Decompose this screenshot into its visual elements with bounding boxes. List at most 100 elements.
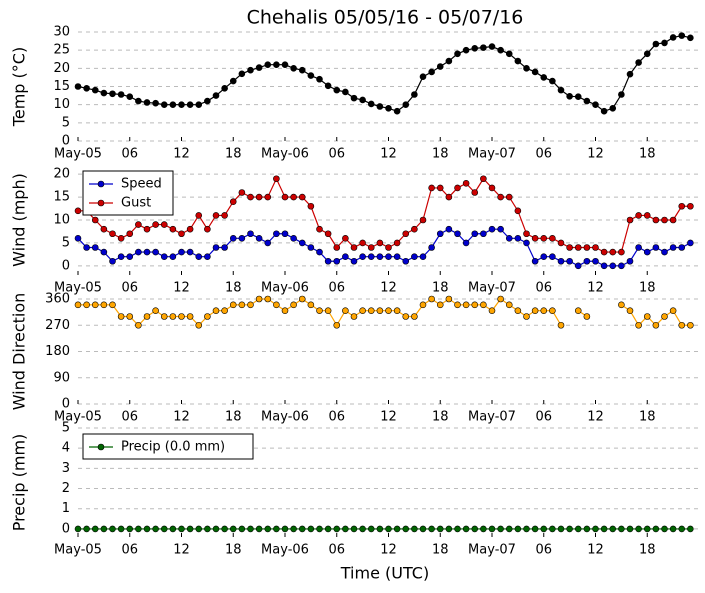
x-tick-label: 12 (587, 543, 604, 558)
data-point (333, 525, 341, 533)
y-tick-label: 1 (62, 501, 70, 516)
data-point (264, 295, 272, 303)
data-point (221, 307, 228, 314)
legend-marker (97, 199, 105, 207)
data-point (583, 525, 591, 533)
data-point (480, 44, 487, 51)
data-point (661, 313, 668, 320)
data-point (316, 525, 323, 533)
x-tick-label: 18 (639, 410, 656, 425)
data-point (505, 301, 513, 309)
data-point (436, 63, 444, 70)
data-point (480, 301, 487, 309)
data-point (566, 525, 573, 533)
data-point (307, 301, 315, 309)
data-point (298, 193, 306, 201)
x-tick-label: 06 (328, 543, 345, 558)
data-point (178, 525, 185, 533)
data-point (488, 43, 496, 50)
data-point (540, 307, 548, 314)
data-point (385, 253, 392, 260)
data-point (290, 525, 297, 533)
data-point (376, 307, 384, 314)
data-point (428, 295, 435, 303)
data-point (643, 248, 651, 256)
data-point (152, 221, 159, 228)
data-point (247, 193, 254, 201)
data-point (264, 193, 272, 201)
data-point (505, 193, 513, 201)
data-point (445, 295, 453, 303)
data-point (454, 525, 461, 533)
data-point (574, 307, 582, 314)
data-point (436, 525, 444, 533)
data-point (376, 525, 384, 533)
x-tick-label: 12 (173, 543, 190, 558)
data-point (531, 68, 539, 76)
x-tick-label: 06 (328, 147, 345, 162)
data-point (143, 99, 151, 106)
data-point (255, 193, 263, 201)
data-point (652, 525, 660, 533)
x-tick-label: 18 (225, 410, 242, 425)
data-point (505, 50, 513, 58)
data-point (281, 230, 289, 238)
data-point (152, 525, 159, 533)
data-point (523, 239, 530, 247)
data-point (609, 248, 617, 256)
data-point (359, 96, 366, 104)
data-point (195, 212, 203, 219)
x-tick-label: May-06 (261, 543, 309, 558)
data-point (298, 525, 306, 533)
data-point (574, 93, 582, 100)
x-tick-label: 06 (328, 281, 345, 296)
data-point (626, 70, 634, 78)
data-point (160, 253, 168, 260)
data-point (583, 257, 591, 265)
data-point (592, 257, 599, 265)
data-point (669, 244, 677, 251)
y-axis-label: Wind (mph) (10, 173, 29, 267)
data-point (687, 321, 694, 329)
data-point (204, 525, 211, 533)
data-point (626, 525, 634, 533)
data-point (436, 230, 444, 238)
data-point (74, 301, 82, 309)
data-point (609, 525, 617, 533)
legend-box (82, 170, 174, 216)
y-tick-label: 90 (53, 370, 70, 385)
data-point (540, 235, 548, 242)
data-point (169, 101, 177, 108)
data-point (100, 525, 108, 533)
x-tick-label: May-06 (261, 281, 309, 296)
data-point (324, 82, 332, 90)
data-point (342, 88, 349, 96)
data-point (557, 86, 565, 94)
data-point (600, 107, 608, 115)
x-tick-label: 12 (173, 281, 190, 296)
data-point (135, 321, 142, 329)
data-point (342, 235, 349, 242)
x-tick-label: May-07 (468, 410, 516, 425)
x-tick-label: 06 (328, 410, 345, 425)
data-point (212, 307, 220, 314)
y-tick-label: 15 (53, 190, 70, 205)
data-point (462, 239, 470, 247)
x-tick-label: May-05 (54, 543, 102, 558)
data-point (678, 321, 686, 329)
data-point (204, 313, 211, 320)
data-point (514, 207, 522, 215)
data-point (402, 257, 410, 265)
data-point (91, 525, 99, 533)
data-point (324, 230, 332, 238)
data-point (195, 321, 203, 329)
y-tick-label: 20 (53, 167, 70, 182)
data-point (143, 525, 151, 533)
data-point (471, 230, 479, 238)
y-tick-label: 180 (45, 344, 70, 359)
data-point (531, 257, 539, 265)
x-tick-label: 06 (535, 281, 552, 296)
data-point (264, 61, 272, 68)
y-tick-label: 360 (45, 292, 70, 307)
